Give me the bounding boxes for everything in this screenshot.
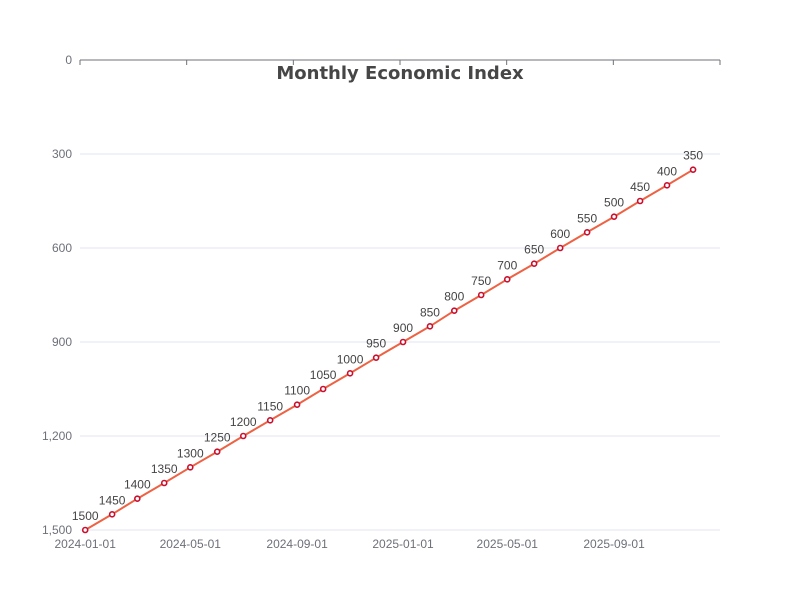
x-tick-label: 2024-05-01	[160, 537, 222, 551]
data-point	[319, 385, 327, 393]
series	[81, 166, 697, 534]
data-label: 850	[420, 305, 440, 319]
data-label: 900	[393, 321, 413, 335]
data-point	[689, 166, 697, 173]
data-label: 1400	[124, 478, 151, 492]
data-label: 1150	[257, 399, 283, 413]
y-tick-label: 900	[52, 335, 72, 349]
data-label: 550	[577, 211, 597, 225]
y-tick-label: 0	[65, 53, 72, 67]
data-point	[610, 213, 618, 220]
data-label: 500	[604, 196, 624, 210]
chart-title: Monthly Economic Index	[276, 63, 524, 84]
data-point	[213, 448, 221, 455]
data-point	[186, 464, 194, 471]
data-point	[266, 417, 274, 424]
data-label: 1200	[230, 415, 257, 429]
data-label: 600	[550, 227, 570, 241]
data-point	[477, 291, 485, 299]
data-point	[503, 276, 511, 283]
data-label: 1050	[310, 368, 337, 382]
data-point	[81, 526, 89, 534]
y-tick-label: 1,200	[42, 429, 72, 443]
data-point	[636, 197, 644, 205]
data-label: 450	[630, 180, 650, 194]
data-point	[346, 370, 354, 377]
x-tick-label: 2024-09-01	[266, 537, 328, 551]
data-label: 800	[444, 290, 464, 304]
data-point	[134, 495, 141, 502]
data-point	[583, 229, 591, 236]
data-label: 1100	[284, 384, 310, 398]
data-label: 1250	[204, 431, 231, 445]
data-label: 1450	[99, 493, 126, 507]
data-label: 1500	[72, 509, 99, 523]
data-point	[556, 244, 564, 252]
data-point	[663, 182, 671, 189]
x-tick-label: 2025-05-01	[477, 537, 539, 551]
x-tick-label: 2024-01-01	[55, 537, 117, 551]
series-line	[84, 168, 694, 531]
data-point	[108, 511, 116, 518]
y-tick-label: 300	[52, 147, 72, 161]
data-label: 1000	[337, 352, 364, 366]
data-point	[293, 401, 301, 408]
y-tick-label: 600	[52, 241, 72, 255]
data-label: 650	[524, 243, 544, 257]
data-point	[426, 323, 434, 330]
data-point	[160, 479, 168, 487]
y-tick-label: 1,500	[42, 523, 72, 537]
data-label: 700	[497, 258, 517, 272]
data-point	[399, 338, 407, 346]
x-tick-label: 2025-01-01	[372, 537, 434, 551]
data-point	[372, 354, 380, 361]
data-point	[450, 307, 458, 314]
data-label: 950	[366, 337, 386, 351]
data-label: 750	[471, 274, 491, 288]
data-label: 1350	[151, 462, 178, 476]
data-point	[530, 260, 538, 267]
data-label: 350	[683, 149, 703, 163]
data-label: 400	[657, 164, 677, 178]
x-tick-label: 2025-09-01	[583, 537, 645, 551]
data-point	[239, 432, 247, 440]
data-label: 1300	[177, 446, 204, 460]
